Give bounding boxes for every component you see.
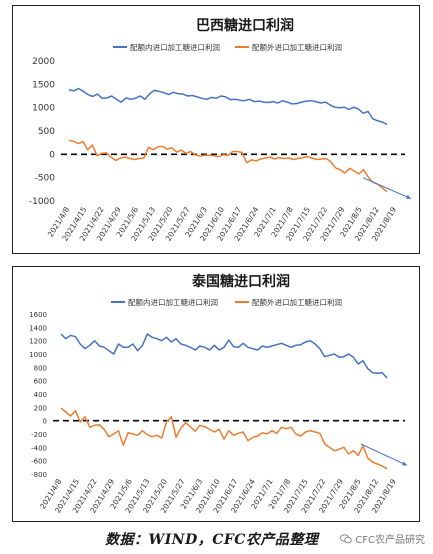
y-tick-label: -400	[31, 444, 47, 452]
y-tick-label: 800	[34, 364, 47, 372]
y-tick-label: -600	[31, 458, 47, 466]
y-tick-label: 0	[49, 150, 55, 160]
source-text: 数据：WIND，CFC农产品整理	[105, 532, 319, 548]
y-tick-label: -1000	[29, 197, 55, 207]
wechat-icon	[340, 534, 353, 544]
watermark-text: CFC农产品研究	[355, 535, 425, 546]
series-line-inside-quota	[68, 87, 388, 126]
y-tick-label: -500	[35, 174, 56, 184]
y-tick-label: 1000	[32, 104, 55, 114]
legend-label: 配额内进口加工糖进口利润	[128, 297, 218, 307]
watermark: CFC农产品研究	[340, 531, 425, 546]
trend-arrow-head	[402, 461, 407, 466]
trend-arrow-head	[406, 194, 411, 199]
y-tick-label: -800	[31, 471, 47, 479]
chart-title: 巴西糖进口利润	[196, 17, 294, 34]
y-tick-label: 1200	[29, 338, 47, 346]
legend-label: 配额外进口加工糖进口利润	[252, 42, 342, 52]
y-tick-label: 500	[38, 127, 55, 137]
y-tick-label: 600	[34, 378, 47, 386]
chart-panel-brazil: 巴西糖进口利润配额内进口加工糖进口利润 配额外进口加工糖进口利润 2000 1500 1…	[12, 5, 420, 254]
trend-arrow-line	[362, 177, 412, 200]
y-tick-label: 2000	[32, 57, 55, 67]
source-footer: 数据：WIND，CFC农产品整理 CFC农产品研究	[0, 527, 433, 549]
legend-label: 配额内进口加工糖进口利润	[130, 42, 220, 52]
chart-panel-thailand: 泰国糖进口利润配额内进口加工糖进口利润 配额外进口加工糖进口利润 1600 1400 1…	[12, 266, 420, 522]
y-tick-label: 0	[43, 418, 47, 426]
y-tick-label: 1000	[29, 351, 47, 359]
y-tick-label: 400	[34, 391, 47, 399]
y-tick-label: 1400	[29, 324, 47, 332]
y-tick-label: 1600	[29, 311, 47, 319]
series-line-outside-quota	[68, 139, 388, 193]
y-tick-label: 1500	[32, 80, 55, 90]
trend-arrow-line	[360, 443, 408, 466]
y-tick-label: 200	[34, 404, 47, 412]
chart-title: 泰国糖进口利润	[191, 273, 290, 290]
legend-label: 配额外进口加工糖进口利润	[252, 297, 342, 307]
y-tick-label: -200	[31, 431, 47, 439]
series-line-inside-quota	[60, 333, 388, 379]
series-line-outside-quota	[60, 407, 388, 470]
